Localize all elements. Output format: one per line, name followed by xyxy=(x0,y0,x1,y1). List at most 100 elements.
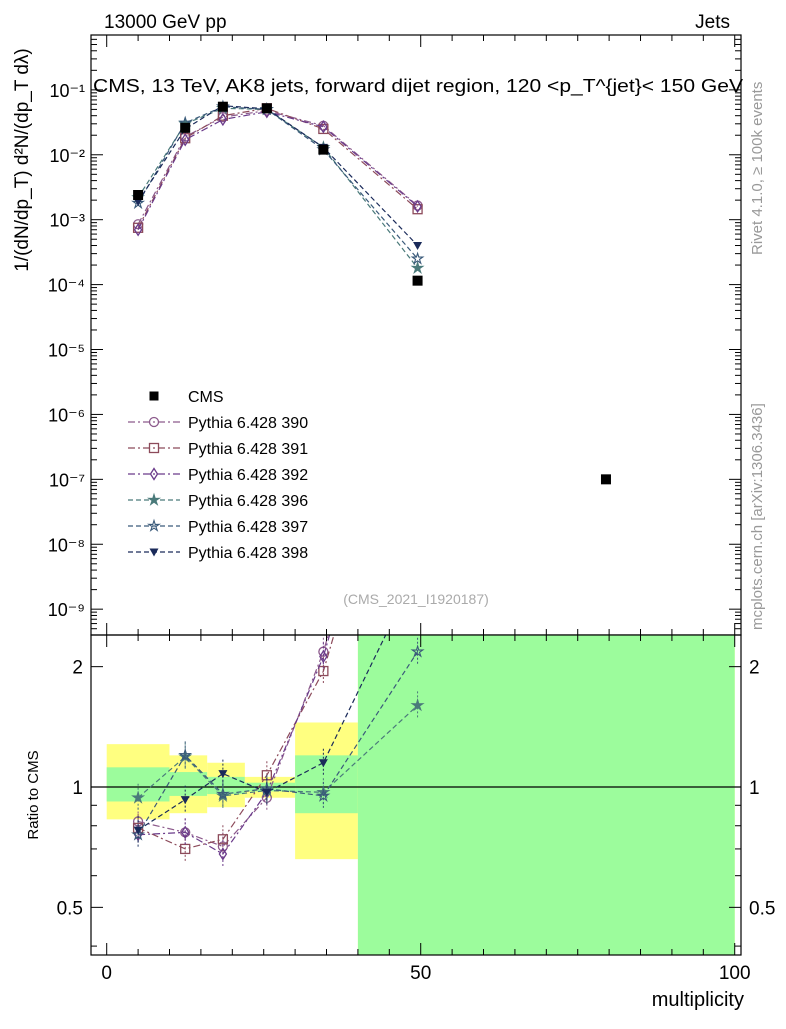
series-point xyxy=(410,260,425,275)
ratio-point xyxy=(262,788,272,797)
y-tick-label: 10⁻² xyxy=(49,146,85,166)
series-point xyxy=(412,204,423,215)
ratio-y-tick-label: 0.5 xyxy=(57,898,83,919)
series-main-3 xyxy=(131,100,425,275)
ratio-line xyxy=(137,635,329,848)
series-main-2 xyxy=(133,105,422,237)
ratio-y-tick-label: 2 xyxy=(72,658,83,679)
series-point xyxy=(180,133,190,147)
y-axis-label-ratio: Ratio to CMS xyxy=(25,750,42,839)
legend-marker xyxy=(149,548,159,557)
y-tick-label: 10⁻⁸ xyxy=(48,535,85,555)
watermark: (CMS_2021_I1920187) xyxy=(343,591,489,607)
series-main-5 xyxy=(133,102,423,251)
ratio-point xyxy=(218,770,228,779)
ratio-y-tick-label-right: 1 xyxy=(749,778,760,799)
side-label-bottom: mcplots.cern.ch [arXiv:1306.3436] xyxy=(749,403,766,630)
header-left: 13000 GeV pp xyxy=(104,12,227,33)
series-line xyxy=(137,107,418,229)
ratio-point xyxy=(180,843,191,855)
ratio-point xyxy=(217,834,229,845)
ratio-line xyxy=(137,704,419,799)
legend: CMS Pythia 6.428 390 Pythia 6.428 391 Pythi… xyxy=(128,389,308,562)
ratio-point xyxy=(410,644,425,658)
legend-marker xyxy=(149,391,159,401)
x-tick-label: 100 xyxy=(719,963,751,984)
series-line xyxy=(137,105,419,246)
series-line xyxy=(137,107,419,269)
series-point xyxy=(133,223,143,237)
ratio-y-tick-label: 1 xyxy=(72,778,83,799)
data-points xyxy=(133,101,611,485)
y-axis-label-main: 1/(dN/dp_T) d²N/(dp_T dλ) xyxy=(12,48,33,272)
legend-label: Pythia 6.428 390 xyxy=(188,415,308,432)
series-line xyxy=(137,111,418,230)
legend-label: Pythia 6.428 392 xyxy=(188,467,308,484)
ratio-point xyxy=(180,825,190,840)
legend-label: Pythia 6.428 396 xyxy=(188,493,308,510)
ratio-point xyxy=(414,323,421,334)
legend-marker xyxy=(148,416,160,428)
legend-marker xyxy=(148,442,160,454)
ratio-band-stat xyxy=(169,772,208,796)
series-main-0 xyxy=(132,105,423,230)
y-tick-label: 10⁻¹ xyxy=(49,81,85,101)
chart-title: CMS, 13 TeV, AK8 jets, forward dijet reg… xyxy=(93,76,743,97)
y-tick-label: 10⁻⁵ xyxy=(48,341,85,361)
x-tick-label: 50 xyxy=(410,963,431,984)
ratio-band-stat xyxy=(295,755,358,814)
ratio-point xyxy=(218,847,228,861)
legend-marker xyxy=(149,467,159,481)
ratio-line xyxy=(137,651,419,836)
x-tick-label: 0 xyxy=(101,963,112,984)
ratio-point xyxy=(319,649,328,664)
data-point xyxy=(180,122,191,133)
legend-label: Pythia 6.428 397 xyxy=(188,519,308,536)
series-ratio-5 xyxy=(133,566,422,845)
ratio-point xyxy=(178,747,193,762)
ratio-point xyxy=(413,566,422,574)
legend-label: Pythia 6.428 398 xyxy=(188,545,308,562)
data-point xyxy=(412,275,423,286)
ratio-point xyxy=(318,759,328,768)
series-point xyxy=(218,112,228,127)
series-main-4 xyxy=(131,99,425,265)
ratio-frame xyxy=(90,634,742,956)
ratio-band-stat xyxy=(483,635,735,955)
data-point xyxy=(133,190,144,201)
ratio-point xyxy=(413,324,422,333)
y-tick-label: 10⁻³ xyxy=(49,211,85,231)
ratio-point xyxy=(215,786,230,801)
legend-label: Pythia 6.428 391 xyxy=(188,441,308,458)
legend-marker xyxy=(146,492,162,506)
data-point xyxy=(217,101,228,112)
main-plot: 10⁻⁹ 10⁻⁸ 10⁻⁷ 10⁻⁶ 10⁻⁵ 10⁻⁴ 10⁻³ 10⁻² 10⁻¹ xyxy=(48,34,742,636)
legend-marker xyxy=(146,518,162,532)
ratio-plot: 0 50 100 0.5 0.5 1 1 2 2 xyxy=(57,323,775,984)
ratio-point xyxy=(316,788,331,802)
x-axis-label: multiplicity xyxy=(652,989,744,1011)
ratio-point xyxy=(413,344,422,353)
y-tick-label: 10⁻⁹ xyxy=(48,600,85,620)
series-line xyxy=(137,109,418,225)
data-point xyxy=(600,474,611,485)
y-tick-label: 10⁻⁷ xyxy=(49,470,85,490)
ratio-point xyxy=(180,796,190,805)
data-point xyxy=(318,144,329,155)
ratio-point xyxy=(131,790,146,804)
data-point xyxy=(261,103,272,114)
series-point xyxy=(319,120,328,134)
series-line xyxy=(137,106,419,260)
series-point xyxy=(133,198,143,207)
header-right: Jets xyxy=(695,12,730,33)
ratio-point xyxy=(410,698,425,712)
ratio-y-tick-label-right: 2 xyxy=(749,658,760,679)
ratio-y-tick-label-right: 0.5 xyxy=(749,898,775,919)
ratio-point xyxy=(133,826,143,835)
y-tick-label: 10⁻⁴ xyxy=(48,276,85,296)
legend-label: CMS xyxy=(188,389,224,406)
side-label-top: Rivet 4.1.0, ≥ 100k events xyxy=(749,82,766,255)
series-point xyxy=(410,251,425,265)
ratio-band-stat xyxy=(357,635,484,955)
